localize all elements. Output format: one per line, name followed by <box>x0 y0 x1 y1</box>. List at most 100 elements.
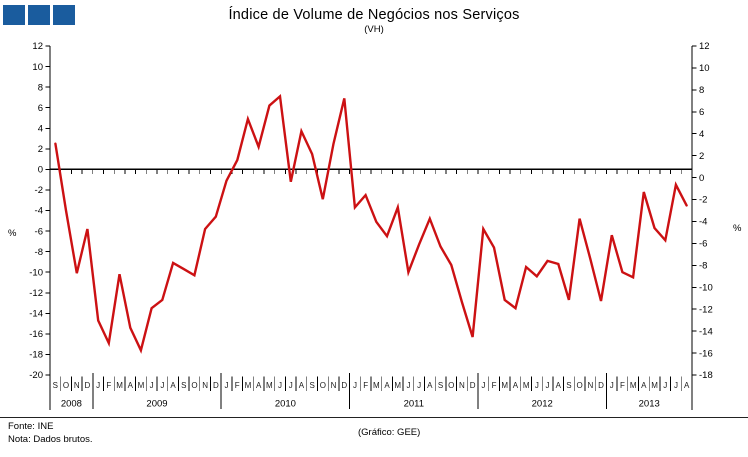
svg-text:A: A <box>427 381 433 390</box>
svg-text:2011: 2011 <box>404 399 424 410</box>
svg-text:O: O <box>577 381 583 390</box>
logo <box>3 5 75 25</box>
svg-text:S: S <box>566 381 571 390</box>
svg-text:J: J <box>663 381 667 390</box>
svg-text:-4: -4 <box>35 206 43 217</box>
svg-text:J: J <box>610 381 614 390</box>
svg-text:J: J <box>535 381 539 390</box>
axes <box>49 46 693 410</box>
svg-text:2009: 2009 <box>146 399 167 410</box>
svg-text:A: A <box>299 381 305 390</box>
svg-text:D: D <box>341 381 347 390</box>
svg-text:M: M <box>501 381 508 390</box>
logo-square <box>28 5 50 25</box>
svg-text:O: O <box>320 381 326 390</box>
svg-text:N: N <box>459 381 465 390</box>
svg-text:S: S <box>438 381 443 390</box>
svg-text:A: A <box>256 381 262 390</box>
svg-text:A: A <box>513 381 519 390</box>
svg-text:J: J <box>278 381 282 390</box>
svg-text:N: N <box>202 381 208 390</box>
svg-text:8: 8 <box>38 82 43 93</box>
footer-divider <box>0 417 748 418</box>
svg-text:M: M <box>394 381 401 390</box>
year-labels: 2008 2009 2010 2011 2012 2013 <box>61 399 660 410</box>
svg-text:A: A <box>128 381 134 390</box>
svg-text:-8: -8 <box>35 247 43 258</box>
svg-text:A: A <box>556 381 562 390</box>
logo-square <box>53 5 75 25</box>
svg-text:0: 0 <box>38 165 43 176</box>
svg-text:12: 12 <box>699 41 710 52</box>
svg-text:M: M <box>630 381 637 390</box>
svg-text:N: N <box>331 381 337 390</box>
svg-text:S: S <box>53 381 58 390</box>
svg-text:D: D <box>213 381 219 390</box>
svg-text:%: % <box>733 223 742 234</box>
svg-text:M: M <box>523 381 530 390</box>
svg-text:-18: -18 <box>699 370 713 381</box>
svg-text:-14: -14 <box>699 326 713 337</box>
svg-text:N: N <box>74 381 80 390</box>
svg-text:J: J <box>225 381 229 390</box>
svg-text:-6: -6 <box>35 226 43 237</box>
svg-text:D: D <box>598 381 604 390</box>
svg-text:M: M <box>245 381 252 390</box>
y-axis-left: 12 10 8 6 4 2 0 -2 -4 -6 -8 -10 -12 -14 -16 -18 -20% <box>8 41 50 381</box>
svg-text:A: A <box>641 381 647 390</box>
svg-text:F: F <box>363 381 368 390</box>
svg-text:M: M <box>266 381 273 390</box>
svg-text:-2: -2 <box>699 195 707 206</box>
svg-text:M: M <box>373 381 380 390</box>
svg-text:%: % <box>8 228 17 239</box>
svg-text:J: J <box>96 381 100 390</box>
svg-text:2010: 2010 <box>275 399 296 410</box>
svg-text:J: J <box>481 381 485 390</box>
series-line <box>54 94 688 354</box>
svg-text:F: F <box>235 381 240 390</box>
svg-text:4: 4 <box>699 129 704 140</box>
chart-title: Índice de Volume de Negócios nos Serviço… <box>228 7 520 23</box>
logo-square <box>3 5 25 25</box>
svg-text:2012: 2012 <box>532 399 553 410</box>
svg-text:O: O <box>191 381 197 390</box>
svg-text:J: J <box>546 381 550 390</box>
svg-text:S: S <box>181 381 186 390</box>
svg-text:12: 12 <box>32 41 43 52</box>
svg-text:2: 2 <box>38 144 43 155</box>
svg-text:O: O <box>63 381 69 390</box>
chart-subtitle: (VH) <box>364 24 384 35</box>
credit-label: (Gráfico: GEE) <box>358 427 421 438</box>
svg-text:2013: 2013 <box>639 399 660 410</box>
svg-text:F: F <box>106 381 111 390</box>
svg-text:J: J <box>353 381 357 390</box>
note-label: Nota: Dados brutos. <box>8 434 93 445</box>
svg-text:-12: -12 <box>29 288 43 299</box>
svg-text:F: F <box>492 381 497 390</box>
svg-text:A: A <box>170 381 176 390</box>
svg-text:J: J <box>150 381 154 390</box>
svg-text:A: A <box>684 381 690 390</box>
svg-text:M: M <box>651 381 658 390</box>
svg-text:-14: -14 <box>29 309 43 320</box>
svg-text:J: J <box>289 381 293 390</box>
svg-text:-20: -20 <box>29 370 43 381</box>
svg-text:M: M <box>116 381 123 390</box>
svg-text:D: D <box>85 381 91 390</box>
svg-text:-2: -2 <box>35 185 43 196</box>
svg-text:J: J <box>417 381 421 390</box>
svg-text:M: M <box>138 381 145 390</box>
svg-text:-16: -16 <box>29 329 43 340</box>
svg-text:10: 10 <box>699 63 710 74</box>
source-label: Fonte: INE <box>8 421 54 432</box>
svg-text:D: D <box>470 381 476 390</box>
svg-text:J: J <box>406 381 410 390</box>
svg-text:-8: -8 <box>699 261 707 272</box>
svg-text:2008: 2008 <box>61 399 82 410</box>
svg-text:-16: -16 <box>699 348 713 359</box>
svg-text:-6: -6 <box>699 239 707 250</box>
svg-text:2: 2 <box>699 151 704 162</box>
svg-text:-18: -18 <box>29 350 43 361</box>
